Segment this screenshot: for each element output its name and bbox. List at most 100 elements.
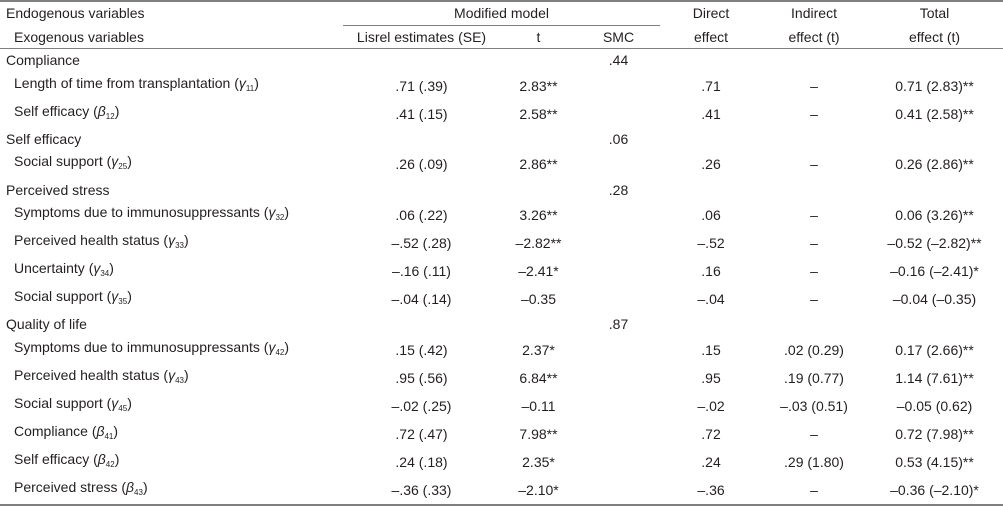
total-effect: –0.36 (–2.10)* — [866, 475, 1003, 506]
closing-paren: ) — [114, 102, 120, 119]
exogenous-variable-label: Perceived health status (γ43) — [0, 364, 343, 392]
path-subscript: 11 — [245, 83, 255, 93]
direct-effect: .72 — [701, 425, 721, 442]
path-subscript: 43 — [134, 487, 143, 497]
empty-cell — [500, 178, 577, 201]
exogenous-variable-label: Symptoms due to immunosuppressants (γ42) — [0, 336, 343, 364]
direct-effect-header-top: Direct — [660, 0, 763, 26]
empty-cell — [866, 178, 1003, 201]
total-effect: 1.14 (7.61)** — [895, 369, 974, 386]
empty-cell — [762, 313, 866, 336]
path-subscript: 32 — [275, 212, 285, 222]
indirect-effect: – — [810, 105, 818, 122]
exogenous-variable-label: Social support (γ35) — [0, 285, 343, 313]
smc-value: .87 — [608, 316, 629, 333]
table-row: Perceived health status (γ43) .95 (.56) 6.… — [0, 364, 1003, 392]
path-subscript: 25 — [118, 162, 128, 172]
closing-paren: ) — [184, 366, 189, 383]
t-value: 6.84** — [519, 369, 558, 386]
path-subscript: 12 — [105, 111, 115, 121]
table-row: Compliance (β41) .72 (.47) 7.98** .72 – 0.72 … — [0, 420, 1003, 448]
table-row: Social support (γ45) –.02 (.25) –0.11 –.02 –… — [0, 392, 1003, 420]
empty-cell — [762, 128, 866, 151]
path-subscript: 43 — [175, 375, 184, 385]
t-value: –0.11 — [521, 397, 556, 414]
total-effect: 0.71 (2.83)** — [895, 77, 974, 94]
empty-cell — [577, 420, 660, 448]
lisrel-estimate: –.16 (.11) — [392, 262, 451, 279]
exogenous-variable-label: Self efficacy (β12) — [0, 100, 343, 128]
exogenous-variable-label: Social support (γ45) — [0, 392, 343, 420]
table-row: Perceived stress (β43) –.36 (.33) –2.10* –.… — [0, 475, 1003, 506]
lisrel-estimate: .41 (.15) — [395, 105, 448, 122]
path-symbol: γ — [168, 231, 176, 248]
table-row: Perceived health status (γ33) –.52 (.28) –… — [0, 229, 1003, 257]
total-effect: 0.17 (2.66)** — [895, 341, 974, 358]
group-row: Quality of life .87 — [0, 313, 1003, 336]
t-value: 2.35* — [522, 453, 555, 470]
label-text: Self efficacy ( — [14, 102, 98, 119]
indirect-effect-header-top: Indirect — [762, 0, 867, 26]
exogenous-variable-label: Social support (γ25) — [0, 150, 343, 178]
indirect-effect: –.03 (0.51) — [780, 397, 848, 414]
lisrel-header: Lisrel estimates (SE) — [343, 25, 500, 50]
path-subscript: 41 — [104, 431, 114, 441]
table-row: Social support (γ25) .26 (.09) 2.86** .26 – 0… — [0, 150, 1003, 178]
path-subscript: 33 — [175, 240, 184, 250]
indirect-effect: – — [810, 425, 818, 442]
row-header-exogenous: Exogenous variables — [0, 25, 343, 50]
lisrel-estimate: .24 (.18) — [395, 453, 448, 470]
exogenous-variable-label: Length of time from transplantation (γ11… — [0, 72, 343, 100]
header-row-1: Endogenous variables Modified model Dire… — [0, 0, 1003, 26]
direct-effect: .24 — [701, 453, 721, 470]
path-symbol: β — [126, 478, 135, 495]
direct-effect: –.02 — [697, 397, 725, 414]
empty-cell — [343, 178, 500, 201]
indirect-effect-header-bottom: effect (t) — [762, 25, 867, 50]
empty-cell — [577, 257, 660, 285]
empty-cell — [660, 178, 762, 201]
t-value: 7.98** — [519, 425, 558, 442]
empty-cell — [762, 49, 866, 72]
label-text: Compliance ( — [14, 422, 97, 439]
closing-paren: ) — [127, 153, 132, 170]
lisrel-estimate: .06 (.22) — [395, 206, 448, 223]
empty-cell — [577, 336, 660, 364]
endogenous-variable-label: Compliance — [6, 52, 80, 69]
label-text: Self efficacy ( — [14, 450, 98, 467]
path-symbol: γ — [268, 338, 276, 355]
label-text: Length of time from transplantation ( — [14, 74, 239, 91]
path-symbol: γ — [268, 203, 276, 220]
path-symbol: γ — [111, 153, 119, 170]
indirect-effect: .29 (1.80) — [784, 453, 844, 470]
label-text: Uncertainty ( — [14, 259, 94, 276]
path-symbol: β — [96, 422, 105, 439]
indirect-effect: – — [762, 475, 867, 506]
exogenous-variable-label: Perceived health status (γ33) — [0, 229, 343, 257]
total-effect-header-bottom: effect (t) — [866, 25, 1003, 50]
lisrel-estimate: –.36 (.33) — [343, 475, 500, 506]
path-symbol: γ — [93, 259, 101, 276]
empty-cell — [866, 49, 1003, 72]
indirect-effect: – — [810, 77, 818, 94]
direct-effect: –.04 — [697, 290, 725, 307]
smc-header: SMC — [577, 25, 661, 50]
lisrel-estimate: .72 (.47) — [395, 425, 448, 442]
smc-value: .06 — [608, 131, 629, 148]
label-text: Symptoms due to immunosuppressants ( — [14, 203, 269, 220]
table-row: Social support (γ35) –.04 (.14) –0.35 –.04 –… — [0, 285, 1003, 313]
empty-cell — [577, 448, 660, 476]
total-effect: –0.16 (–2.41)* — [890, 262, 979, 279]
t-value: 2.86** — [519, 156, 558, 173]
endogenous-variable-label: Perceived stress — [6, 181, 110, 198]
empty-cell — [343, 313, 500, 336]
empty-cell — [866, 313, 1003, 336]
closing-paren: ) — [114, 450, 120, 467]
indirect-effect: – — [810, 156, 818, 173]
direct-effect: .15 — [701, 341, 721, 358]
direct-effect-header-bottom: effect — [660, 25, 763, 50]
table-row: Uncertainty (γ34) –.16 (.11) –2.41* .16 – –0.… — [0, 257, 1003, 285]
t-value: –0.35 — [520, 290, 557, 307]
indirect-effect: – — [810, 234, 818, 251]
label-text: Perceived stress ( — [14, 478, 127, 495]
